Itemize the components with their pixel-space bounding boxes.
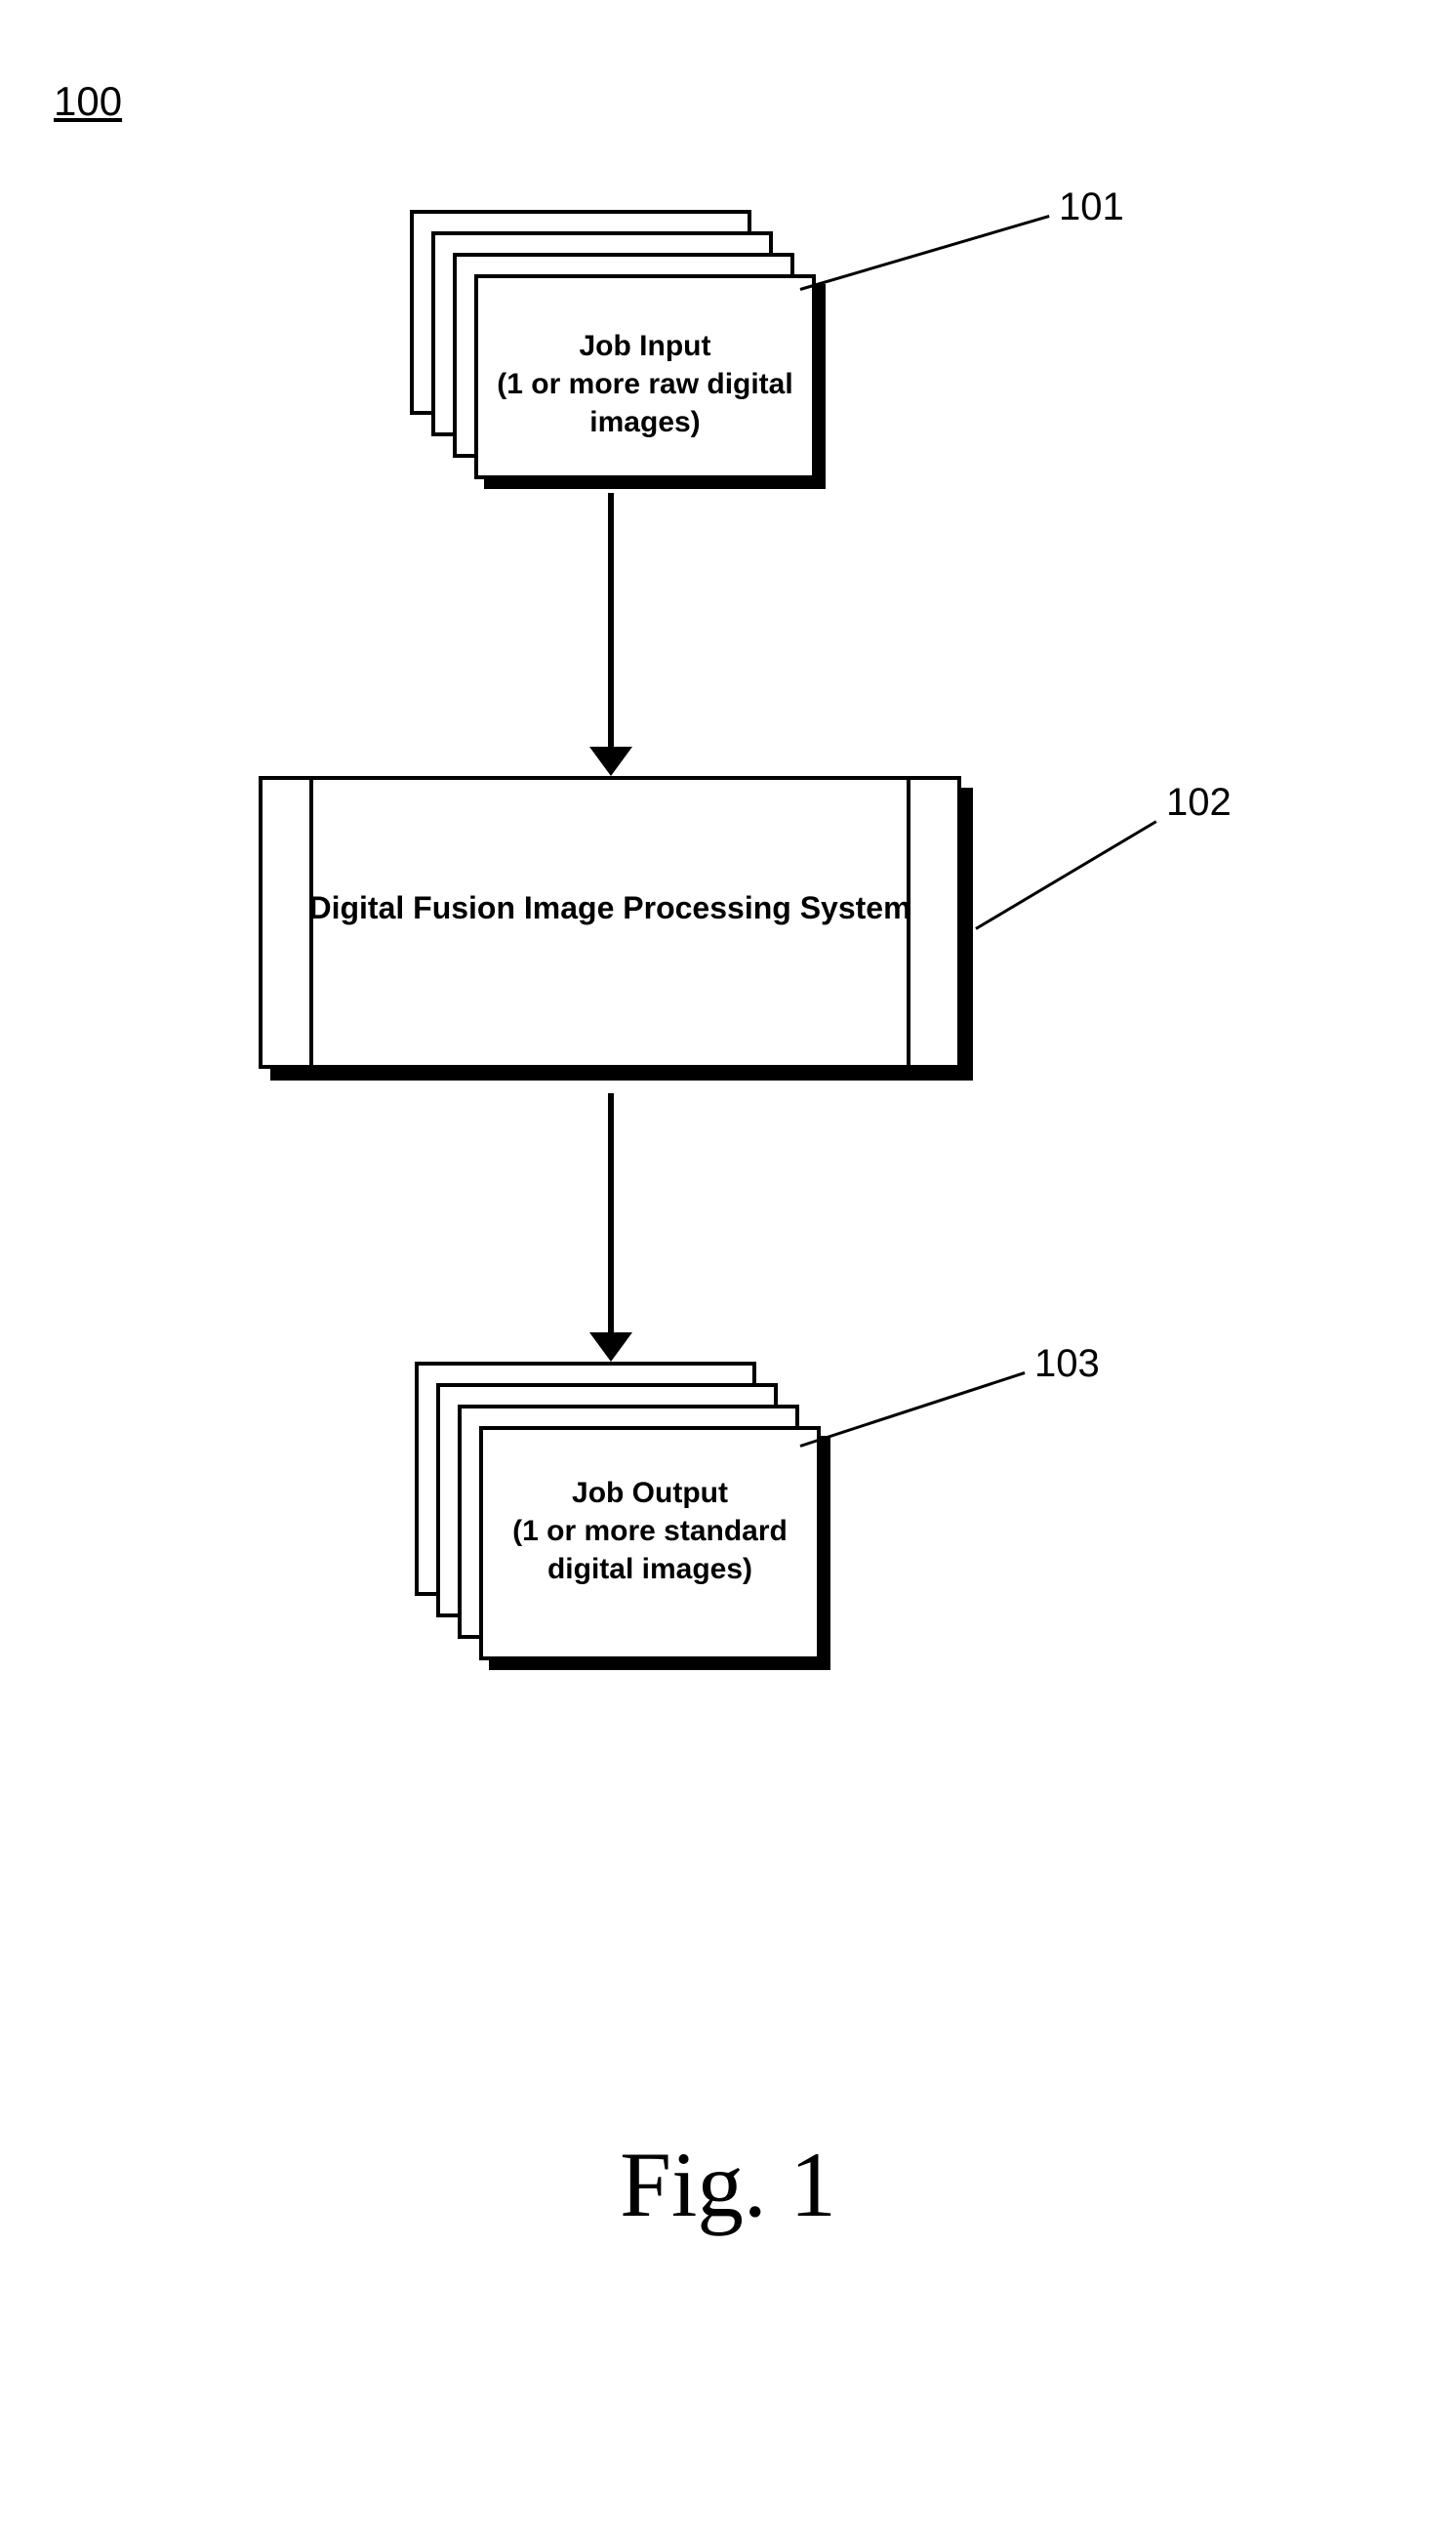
callout-line-101 [800,215,1050,291]
job-output-layer-1: Job Output (1 or more standard digital i… [479,1426,821,1660]
arrow-input-to-process-head [589,747,632,776]
callout-102: 102 [1166,781,1232,825]
process-label: Digital Fusion Image Processing System [308,890,910,925]
flowchart-container: Job Input (1 or more raw digital images)… [0,137,1456,1991]
arrow-process-to-output-head [589,1332,632,1362]
arrow-input-to-process [608,493,614,756]
job-input-title: Job Input [580,330,711,362]
process-box: Digital Fusion Image Processing System [259,776,961,1069]
process-text: Digital Fusion Image Processing System [263,887,957,929]
job-input-subtitle: (1 or more raw digital images) [497,368,792,438]
job-input-layer-1: Job Input (1 or more raw digital images) [474,274,816,479]
arrow-process-to-output [608,1093,614,1342]
job-output-text: Job Output (1 or more standard digital i… [483,1474,817,1588]
job-input-text: Job Input (1 or more raw digital images) [478,327,812,441]
job-output-title: Job Output [572,1477,728,1509]
figure-number: 100 [54,78,122,125]
callout-101: 101 [1059,185,1124,229]
callout-103: 103 [1034,1342,1100,1386]
figure-caption: Fig. 1 [0,2131,1456,2238]
job-output-subtitle: (1 or more standard digital images) [512,1515,788,1585]
callout-line-102 [975,820,1157,930]
callout-line-103 [800,1371,1026,1448]
